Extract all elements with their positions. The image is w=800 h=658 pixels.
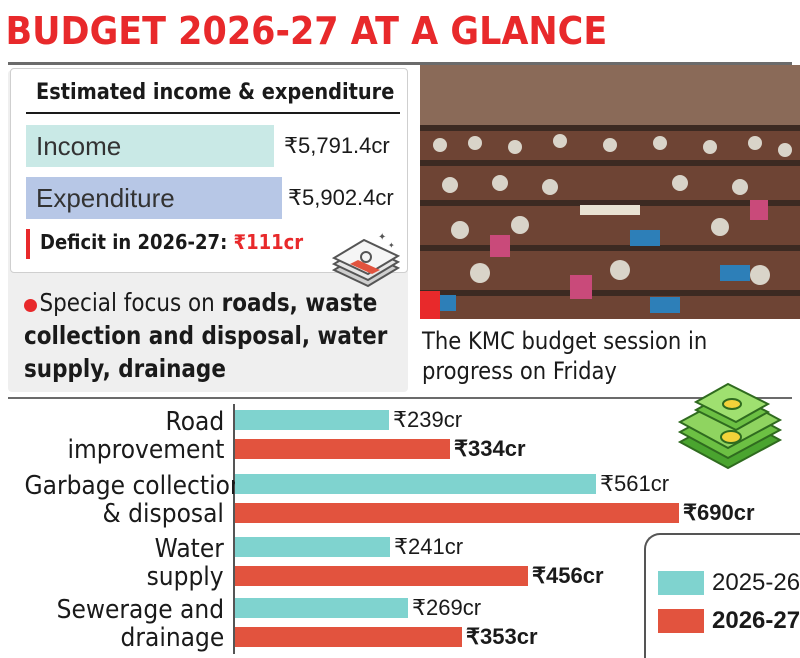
expenditure-value: ₹5,902.4cr xyxy=(288,185,394,210)
legend-label-2026-27: 2026-27 xyxy=(712,607,800,634)
bar-value-label: ₹561cr xyxy=(600,471,670,496)
income-label: Income xyxy=(36,131,122,161)
category-label: Sewerage and drainage xyxy=(0,596,224,652)
money-stack-icon: ✦ ✦ xyxy=(331,232,401,288)
expenditure-bar: Expenditure xyxy=(26,177,282,219)
income-expenditure-card xyxy=(10,68,408,273)
bar-2026-27 xyxy=(235,503,679,523)
category-label: Water supply xyxy=(0,535,224,591)
bar-2025-26 xyxy=(235,537,390,557)
bar-2026-27 xyxy=(235,566,528,586)
category-label-line: Garbage collection xyxy=(24,471,245,501)
bar-2025-26 xyxy=(235,598,408,618)
category-label-line: Road xyxy=(165,407,224,437)
legend-label-2025-26: 2025-26 xyxy=(712,569,800,596)
income-value: ₹5,791.4cr xyxy=(284,133,390,158)
category-label-line: drainage xyxy=(120,623,224,653)
bar-value-label: ₹456cr xyxy=(532,563,604,588)
bar-2025-26 xyxy=(235,474,596,494)
section-divider xyxy=(8,397,792,399)
bar-value-label: ₹269cr xyxy=(412,595,482,620)
legend-swatch-2026-27 xyxy=(658,609,704,633)
category-label: Road improvement xyxy=(0,408,224,464)
category-label-line: Sewerage and xyxy=(56,595,224,625)
bar-value-label: ₹353cr xyxy=(466,624,538,649)
title-divider xyxy=(8,62,792,65)
svg-text:✦: ✦ xyxy=(388,241,395,250)
deficit-value: ₹111cr xyxy=(233,230,304,254)
estimate-heading: Estimated income & expenditure xyxy=(36,80,395,105)
estimate-heading-underline xyxy=(26,112,400,114)
deficit-label: Deficit in 2026-27: xyxy=(40,230,228,254)
page-title: BUDGET 2026-27 AT A GLANCE xyxy=(5,9,608,53)
photo-caption: The KMC budget session in progress on Fr… xyxy=(422,327,708,385)
chart-legend: 2025-26 2026-27 xyxy=(644,533,800,658)
legend-swatch-2025-26 xyxy=(658,571,704,595)
bar-value-label: ₹690cr xyxy=(683,500,755,525)
bar-value-label: ₹241cr xyxy=(394,534,464,559)
chart-axis xyxy=(233,404,235,654)
income-bar: Income xyxy=(26,125,274,167)
bar-2025-26 xyxy=(235,410,389,430)
budget-session-photo xyxy=(420,65,800,319)
category-label: Garbage collection & disposal xyxy=(0,472,244,529)
category-label-line: supply xyxy=(146,562,224,592)
focus-statement: Special focus on roads, waste collection… xyxy=(24,286,402,385)
category-label-line: Water xyxy=(154,534,224,564)
deficit-line: Deficit in 2026-27: ₹111cr xyxy=(40,230,303,254)
bar-value-label: ₹239cr xyxy=(393,407,463,432)
focus-bullet xyxy=(24,299,37,312)
deficit-marker xyxy=(26,229,30,259)
category-label-line: improvement xyxy=(66,435,224,465)
focus-prefix: Special focus on xyxy=(39,288,215,317)
bar-2026-27 xyxy=(235,627,462,647)
cash-bundles-icon xyxy=(677,382,783,470)
expenditure-label: Expenditure xyxy=(36,183,175,213)
category-label-line: & disposal xyxy=(102,499,224,529)
svg-text:✦: ✦ xyxy=(378,232,386,243)
bar-value-label: ₹334cr xyxy=(454,436,526,461)
focus-items: roads, waste collection and disposal, wa… xyxy=(24,288,388,383)
bar-2026-27 xyxy=(235,439,450,459)
